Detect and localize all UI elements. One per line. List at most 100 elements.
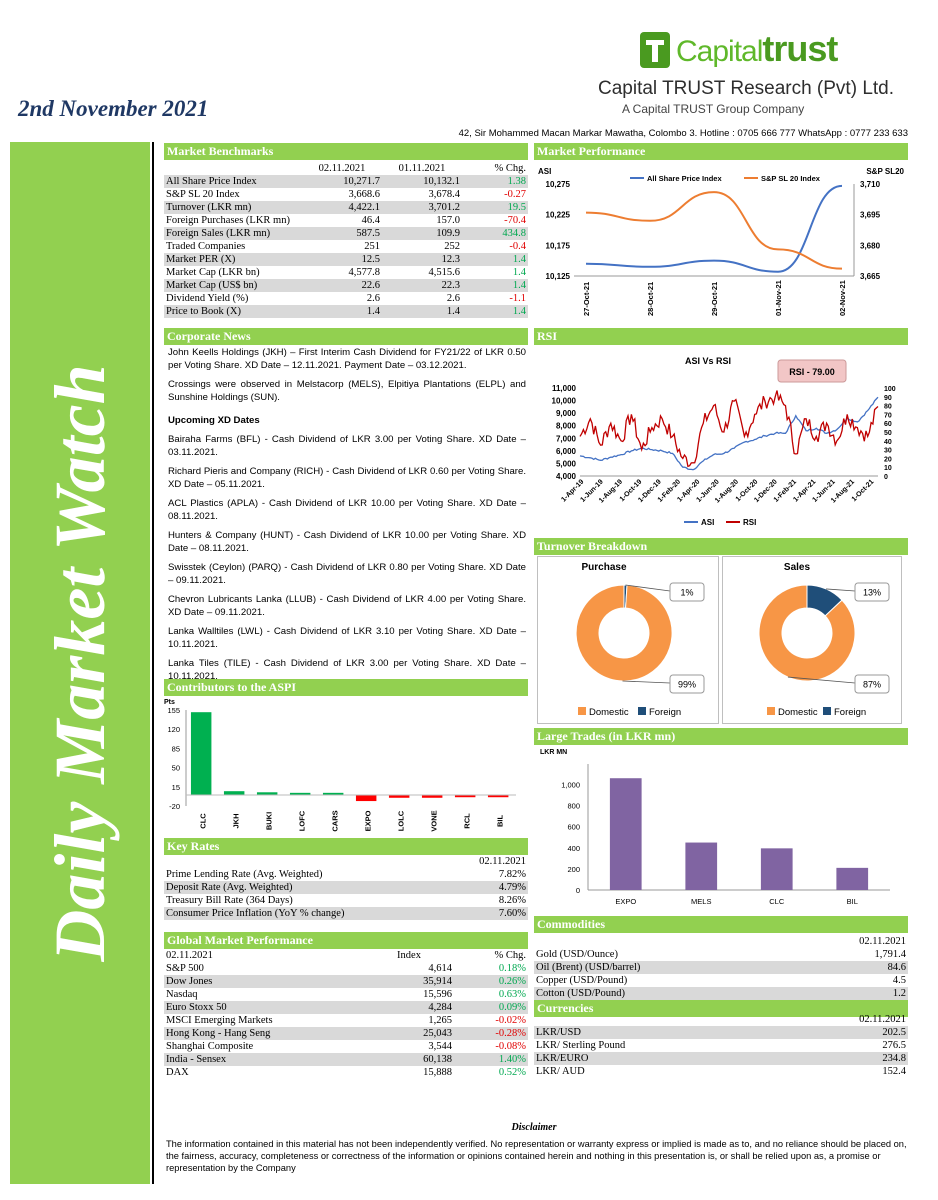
right-tick-label: 80	[884, 404, 892, 411]
pie-title: Purchase	[581, 562, 626, 573]
category-label: VONE	[430, 810, 439, 831]
column-header	[164, 855, 464, 868]
y-tick-label: 1,000	[561, 781, 580, 790]
metric-label: Foreign Purchases (LKR mn)	[166, 214, 290, 226]
commodities-table: 02.11.2021 Gold (USD/Ounce) 1,791.4 Oil (Br…	[534, 935, 908, 1000]
news-item: Crossings were observed in Melstacorp (M…	[168, 379, 526, 403]
currency-row: LKR/USD 202.5	[534, 1026, 908, 1039]
metric-label: Dividend Yield (%)	[166, 292, 249, 304]
legend-label: All Share Price Index	[647, 174, 722, 183]
right-tick-label: 70	[884, 412, 892, 419]
value-today: 12.5	[302, 253, 382, 266]
market-benchmarks-table: 02.11.2021 01.11.2021% Chg. All Share Pric…	[164, 162, 528, 318]
column-header: % Chg.	[494, 949, 527, 961]
logo-mark-icon	[640, 32, 670, 68]
section-header-currencies: Currencies	[534, 1000, 908, 1017]
index-value: 1,265	[428, 1014, 452, 1026]
index-value: 3,544	[428, 1040, 452, 1052]
column-header: Index	[397, 949, 421, 961]
pie-data-label: 13%	[863, 588, 881, 598]
right-tick-label: 90	[884, 395, 892, 402]
rate-label: Deposit Rate (Avg. Weighted)	[164, 881, 464, 894]
market-name: S&P 500	[166, 962, 204, 974]
market-name: India - Sensex	[164, 1053, 364, 1066]
right-tick-label: 100	[884, 386, 896, 393]
value-previous: 1.4	[382, 305, 462, 318]
bar-expo	[355, 795, 377, 802]
disclaimer-title: Disclaimer	[511, 1122, 557, 1133]
percent-change: -0.08%	[495, 1040, 526, 1052]
benchmark-row: Market Cap (LKR bn) 4,577.8 4,515.6 1.4	[164, 266, 528, 279]
column-header	[534, 1013, 824, 1026]
pie-label-leader	[622, 680, 671, 684]
company-logo: Capitaltrust Capital TRUST Research (Pvt…	[598, 26, 908, 118]
y-axis-label: Pts	[164, 699, 175, 706]
section-header-global-markets: Global Market Performance	[164, 932, 528, 949]
upcoming-xd-item: ACL Plastics (APLA) - Cash Dividend of L…	[168, 498, 526, 522]
series-line-asi	[585, 184, 843, 273]
currency-pair: LKR/ AUD	[536, 1065, 585, 1077]
value-today: 1.4	[302, 305, 382, 318]
benchmark-row: Traded Companies 251 252 -0.4	[164, 240, 528, 253]
value-today: 4,577.8	[348, 266, 381, 278]
bar-lolc	[388, 795, 410, 798]
percent-change: -0.28%	[454, 1027, 528, 1040]
y-axis-label: LKR MN	[540, 749, 567, 756]
x-tick-label: 28-Oct-21	[646, 282, 655, 316]
right-tick-label: 3,695	[860, 211, 881, 220]
legend-label: S&P SL 20 Index	[761, 174, 821, 183]
exchange-rate: 276.5	[882, 1039, 906, 1051]
market-name: Euro Stoxx 50	[164, 1001, 364, 1014]
category-label: BIL	[847, 897, 858, 906]
legend-swatch	[638, 707, 646, 715]
value-today: 4,422.1	[302, 201, 382, 214]
column-header: 02.11.2021	[318, 162, 366, 174]
market-name: Nasdaq	[166, 988, 198, 1000]
benchmark-row: Foreign Sales (LKR mn) 587.5 109.9 434.8	[164, 227, 528, 240]
market-name: MSCI Emerging Markets	[166, 1014, 273, 1026]
company-address: 42, Sir Mohammed Macan Markar Mawatha, C…	[458, 128, 908, 139]
rate-label: Prime Lending Rate (Avg. Weighted)	[166, 868, 323, 880]
percent-change: -0.02%	[495, 1014, 526, 1026]
commodity-label: Oil (Brent) (USD/barrel)	[534, 961, 824, 974]
column-header: 01.11.2021	[398, 162, 446, 174]
bar-lofc	[289, 792, 311, 796]
key-rates-table: 02.11.2021 Prime Lending Rate (Avg. Weigh…	[164, 855, 528, 920]
bar-clc	[760, 848, 793, 890]
value-previous: 10,132.1	[382, 175, 462, 188]
rate-value: 7.60%	[464, 907, 528, 920]
pie-slice-domestic	[575, 584, 673, 682]
metric-label: S&P SL 20 Index	[166, 188, 240, 200]
category-label: CARS	[331, 810, 340, 831]
value-previous: 3,701.2	[382, 201, 462, 214]
value-today: 251	[364, 240, 380, 252]
global-market-row: Shanghai Composite 3,544 -0.08%	[164, 1040, 528, 1053]
pie-label-leader	[787, 676, 856, 684]
left-tick-label: 10,125	[546, 272, 571, 281]
left-tick-label: 4,000	[556, 472, 577, 481]
chart-title: ASI Vs RSI	[685, 356, 731, 366]
commodity-price: 4.5	[892, 974, 906, 986]
x-tick-label: 02-Nov-21	[838, 280, 847, 316]
category-label: EXPO	[364, 810, 373, 831]
key-rate-row: Consumer Price Inflation (YoY % change) 7…	[164, 907, 528, 920]
y-tick-label: 50	[172, 764, 180, 773]
exchange-rate: 234.8	[824, 1052, 908, 1065]
bar-bil	[836, 867, 869, 890]
y-tick-label: 400	[567, 844, 580, 853]
bar-jkh	[223, 791, 245, 796]
value-previous: 2.6	[446, 292, 460, 304]
commodity-price: 84.6	[824, 961, 908, 974]
rate-label: Treasury Bill Rate (364 Days)	[166, 894, 293, 906]
global-market-row: Nasdaq 15,596 0.63%	[164, 988, 528, 1001]
section-header-large-trades: Large Trades (in LKR mn)	[534, 728, 908, 745]
value-previous: 252	[444, 240, 460, 252]
report-date: 2nd November 2021	[18, 96, 209, 121]
category-label: LOLC	[397, 810, 406, 831]
legend-swatch	[578, 707, 586, 715]
commodity-row: Oil (Brent) (USD/barrel) 84.6	[534, 961, 908, 974]
value-previous: 4,515.6	[428, 266, 461, 278]
asi-series-line	[579, 396, 879, 471]
benchmark-row: Market PER (X) 12.5 12.3 1.4	[164, 253, 528, 266]
